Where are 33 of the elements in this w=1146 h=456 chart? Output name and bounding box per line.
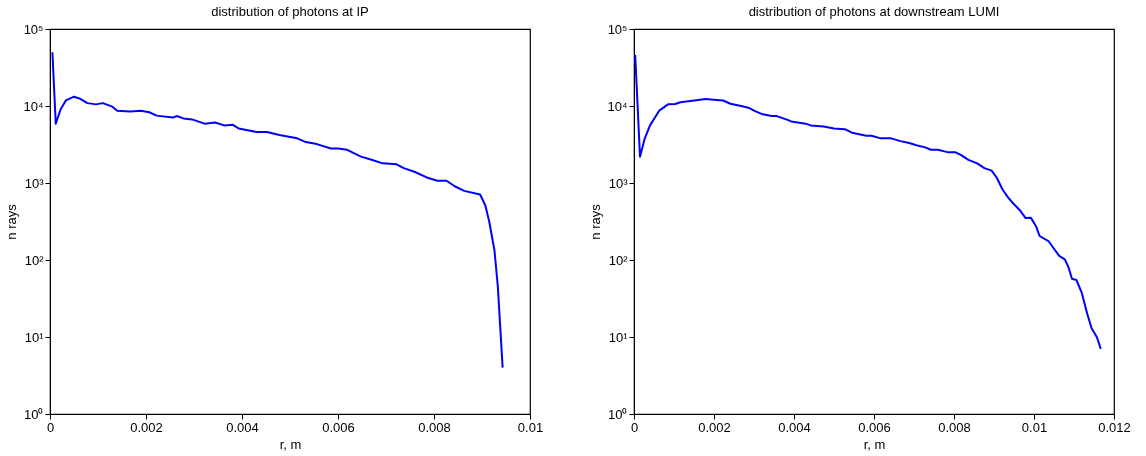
y-tick-label: 10⁵ [23,21,44,37]
line-series [51,51,504,369]
x-tick-label: 0 [630,419,639,435]
y-tick-label: 10² [24,252,45,268]
y-tick-label: 10¹ [608,329,629,345]
y-tick-label: 10⁴ [23,98,44,114]
line-series [634,53,1102,350]
x-tick-label: 0.008 [418,419,451,435]
x-tick-label: 0.01 [517,419,544,435]
x-tick-label: 0.006 [322,419,355,435]
y-tick-label: 10³ [24,175,45,191]
x-tick-label: 0.004 [226,419,259,435]
y-axis-title: n rays [588,203,604,240]
y-tick-label: 10⁰ [24,406,44,422]
y-tick-label: 10² [608,252,629,268]
x-tick-label: 0.002 [698,419,731,435]
y-axis-title: n rays [4,203,20,240]
x-tick-label: 0.004 [778,419,811,435]
chart-title: distribution of photons at downstream LUMI [748,4,1000,19]
x-tick-label: 0.006 [858,419,891,435]
x-axis-title: r, m [863,436,886,452]
x-tick-label: 0.01 [1021,419,1048,435]
y-tick-label: 10⁵ [607,21,628,37]
x-tick-label: 0 [46,419,55,435]
x-tick-label: 0.008 [938,419,971,435]
x-tick-label: 0.012 [1098,419,1131,435]
y-tick-label: 10¹ [24,329,45,345]
x-tick-label: 0.002 [130,419,163,435]
y-tick-label: 10³ [608,175,629,191]
chart-title: distribution of photons at IP [211,4,369,19]
y-tick-label: 10⁰ [608,406,628,422]
y-tick-label: 10⁴ [607,98,628,114]
x-axis-title: r, m [279,436,302,452]
